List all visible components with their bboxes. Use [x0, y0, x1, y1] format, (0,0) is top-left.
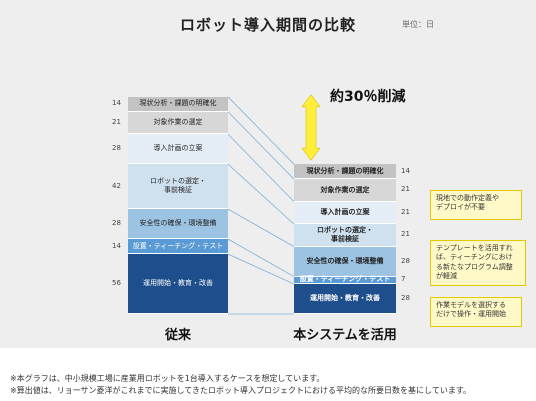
segment-label: 導入計画の立案 [320, 208, 370, 216]
data-label: 56 [112, 279, 121, 288]
segment-label: 運用開始・教育・改善 [310, 294, 380, 303]
bar-segment: ロボットの選定・ 事前検証 [128, 164, 228, 210]
x-label-with-system: 本システムを活用 [293, 328, 397, 343]
chart-title: ロボット導入期間の比較 [179, 16, 356, 34]
data-label: 14 [112, 241, 121, 250]
unit-label: 単位：日 [402, 20, 434, 29]
bar-segment: 運用開始・教育・改善 [294, 284, 396, 314]
segment-label: 運用開始・教育・改善 [143, 279, 213, 288]
connector-line [227, 133, 295, 202]
bar-segment: 対象作業の選定 [128, 111, 228, 135]
data-label: 42 [112, 181, 121, 190]
x-label-conventional: 従来 [164, 328, 191, 343]
footnote-2: ※算出値は、リョーサン菱洋がこれまでに実施してきたロボット導入プロジェクトにおけ… [10, 386, 472, 395]
bar-segment: 導入計画の立案 [294, 201, 396, 225]
data-label: 21 [401, 185, 410, 194]
chart-canvas [227, 94, 321, 315]
connector-line [227, 253, 295, 285]
data-label: 21 [112, 118, 121, 126]
segment-label: 現状分析・課題の明確化 [139, 99, 217, 108]
data-label: 7 [401, 275, 406, 284]
segment-label: 設置・ティーチング・テスト [299, 275, 391, 284]
data-label: 21 [401, 230, 410, 239]
connector-line [227, 96, 295, 165]
footnote-1: ※本グラフは、中小規模工場に産業用ロボットを1台導入するケースを想定しています。 [10, 374, 325, 383]
data-label: 14 [112, 99, 121, 108]
bar-segment: 設置・ティーチング・テスト [128, 239, 228, 255]
segment-label: 設置・ティーチング・テスト [132, 241, 224, 250]
segment-label: 安全性の確保・環境整備 [306, 256, 384, 265]
reduction-arrow [301, 94, 321, 161]
bar-segment: 安全性の確保・環境整備 [294, 246, 396, 277]
segment-label: 対象作業の選定 [153, 118, 203, 127]
bar-segment: 設置・ティーチング・テスト [294, 275, 396, 285]
data-label: 14 [401, 166, 410, 175]
connector-line [227, 208, 295, 247]
connector-line [227, 111, 295, 180]
segment-label: 対象作業の選定 [320, 185, 370, 194]
bar-segment: 現状分析・課題の明確化 [294, 164, 396, 180]
reduction-label: 約30％削減 [330, 89, 406, 105]
chart-panel [0, 0, 536, 348]
data-label: 28 [401, 294, 410, 303]
data-label: 28 [112, 144, 121, 153]
note-callout-3: 作業モデルを選択する だけで操作・運用開始 [430, 297, 522, 327]
segment-label: ロボットの選定・ 事前検証 [150, 177, 206, 195]
connector-line [227, 163, 295, 225]
bar-segment: 運用開始・教育・改善 [128, 254, 228, 314]
segment-label: ロボットの選定・ 事前検証 [317, 226, 373, 243]
data-label: 21 [401, 207, 410, 216]
segment-label: 安全性の確保・環境整備 [139, 219, 217, 228]
segment-label: 現状分析・課題の明確化 [306, 166, 384, 175]
data-label: 28 [401, 256, 410, 265]
bar-segment: 安全性の確保・環境整備 [128, 209, 228, 240]
bar-segment: ロボットの選定・ 事前検証 [294, 224, 396, 247]
note-callout-2: テンプレートを活用すれ ば、ティーチングにおけ る新たなプログラム調整 が軽減 [430, 240, 526, 286]
note-callout-1: 現地での動作定義や デプロイが不要 [430, 190, 522, 220]
bar-segment: 導入計画の立案 [128, 134, 228, 165]
data-label: 28 [112, 219, 121, 228]
bar-segment: 対象作業の選定 [294, 179, 396, 202]
connector-line [227, 238, 295, 277]
segment-label: 導入計画の立案 [153, 144, 203, 153]
bar-segment: 現状分析・課題の明確化 [128, 96, 228, 112]
